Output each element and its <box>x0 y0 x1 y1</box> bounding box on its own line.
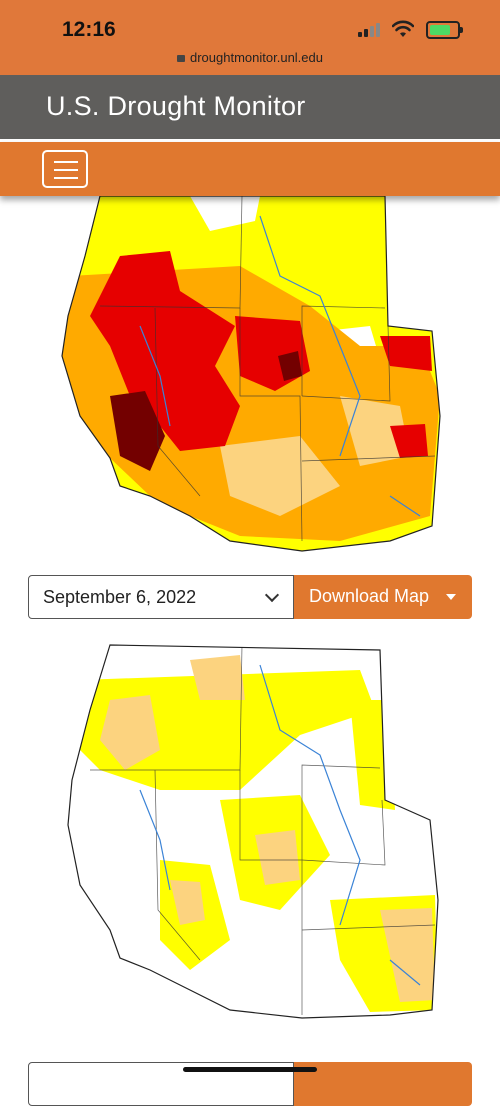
drought-map-current <box>61 196 441 552</box>
map-controls-1: September 6, 2022 Download Map <box>28 575 472 619</box>
date-select-value: September 6, 2022 <box>43 587 197 607</box>
url-text: droughtmonitor.unl.edu <box>190 50 323 65</box>
drought-map-comparison <box>67 644 439 1019</box>
status-time: 12:16 <box>62 18 116 41</box>
battery-charging-icon <box>426 21 463 39</box>
date-select[interactable]: September 6, 2022 <box>28 575 294 619</box>
cellular-signal-icon <box>358 23 382 37</box>
site-header: U.S. Drought Monitor <box>0 75 500 142</box>
home-indicator[interactable] <box>183 1067 317 1072</box>
chevron-down-icon <box>264 587 280 603</box>
address-bar[interactable]: droughtmonitor.unl.edu <box>0 50 500 65</box>
lock-icon <box>177 55 185 62</box>
nav-bar <box>0 142 500 196</box>
status-bar: 12:16 droughtmonitor.unl.edu <box>0 0 500 75</box>
download-map-button-2[interactable] <box>294 1062 472 1106</box>
site-title[interactable]: U.S. Drought Monitor <box>46 91 306 121</box>
hamburger-menu-button[interactable] <box>42 150 88 188</box>
caret-down-icon <box>446 594 456 600</box>
wifi-icon <box>392 20 414 37</box>
download-map-button[interactable]: Download Map <box>294 575 472 619</box>
download-map-label: Download Map <box>309 586 430 606</box>
